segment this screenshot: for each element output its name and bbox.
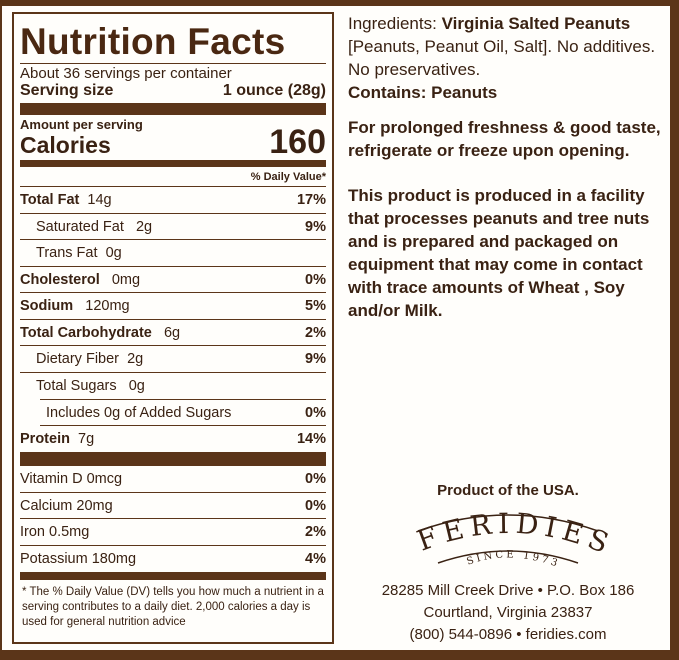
nutrient-row: Protein 7g 14% xyxy=(20,426,326,453)
ingredients-detail: [Peanuts, Peanut Oil, Salt]. No additive… xyxy=(348,37,656,79)
nutrient-pct: 2% xyxy=(305,324,326,341)
nutrient-amount: 0mg xyxy=(111,271,141,288)
amount-per-serving: Amount per serving xyxy=(20,117,143,132)
serving-size-label: Serving size xyxy=(20,82,114,99)
nutrient-name: Protein xyxy=(20,430,70,447)
nutrient-pct: 17% xyxy=(296,192,326,208)
contact-line: (800) 544-0896 • feridies.com xyxy=(409,626,607,643)
allergen-note: This product is produced in a facility t… xyxy=(348,186,650,320)
nutrient-name: Cholesterol xyxy=(20,271,100,288)
nutrient-row: Total Fat 14g 17% xyxy=(20,187,326,214)
nutrient-row: Saturated Fat 2g 9% xyxy=(20,214,326,240)
serving-size: Serving size 1 ounce (28g) xyxy=(20,82,326,99)
nutrient-pct: 0% xyxy=(305,271,326,288)
product-info: Ingredients: Virginia Salted Peanuts [Pe… xyxy=(348,12,668,334)
nutrient-pct: 9% xyxy=(305,218,326,235)
nutrient-row: Includes 0g of Added Sugars 0% xyxy=(40,399,326,426)
nutrient-name: Dietary Fiber xyxy=(36,351,119,367)
storage-note: For prolonged freshness & good taste, re… xyxy=(348,118,661,160)
nutrient-pct: 0% xyxy=(305,405,326,421)
ingredients-label: Ingredients: xyxy=(348,14,437,33)
nutrient-row: Sodium 120mg 5% xyxy=(20,293,326,320)
label-title: Nutrition Facts xyxy=(20,18,326,64)
nutrition-facts-label: Nutrition Facts About 36 servings per co… xyxy=(12,12,334,644)
calories-value: 160 xyxy=(269,123,326,161)
nutrient-name: Total Sugars xyxy=(36,377,117,394)
address-line-1: 28285 Mill Creek Drive • P.O. Box 186 xyxy=(381,582,635,599)
divider-thick xyxy=(20,452,326,466)
calories-label: Calories xyxy=(20,132,111,158)
nutrient-name: Sodium xyxy=(20,298,74,314)
nutrient-pct: 5% xyxy=(305,298,326,314)
nutrient-amount: 14g xyxy=(87,192,112,208)
vitamin-pct: 0% xyxy=(305,497,326,514)
ingredients-main: Virginia Salted Peanuts xyxy=(441,14,631,33)
nutrient-pct: 14% xyxy=(296,430,326,447)
divider-thick xyxy=(20,103,326,115)
vitamin-row: Iron 0.5mg 2% xyxy=(20,519,326,546)
origin: Product of the USA. xyxy=(437,482,579,499)
nutrient-pct: 9% xyxy=(305,351,326,367)
feridies-logo: FERIDIES SINCE 1973 xyxy=(413,507,613,570)
vitamin-name: Calcium 20mg xyxy=(20,497,113,514)
nutrient-name: Total Fat xyxy=(20,192,80,208)
nutrient-name: Total Carbohydrate xyxy=(20,324,152,341)
nutrient-row: Trans Fat 0g xyxy=(20,240,326,267)
nutrient-row: Total Sugars 0g xyxy=(20,373,326,400)
nutrient-amount: 0g xyxy=(128,377,145,394)
divider-medium xyxy=(20,572,326,580)
nutrient-name: Includes 0g of Added Sugars xyxy=(46,405,232,421)
brand-block: Product of the USA. FERIDIES SINCE 1973 … xyxy=(348,476,668,645)
vitamin-row: Potassium 180mg 4% xyxy=(20,546,326,573)
footnote: * The % Daily Value (DV) tells you how m… xyxy=(22,586,324,628)
vitamin-name: Vitamin D 0mcg xyxy=(20,471,123,487)
vitamin-pct: 0% xyxy=(305,471,326,487)
nutrient-amount: 120mg xyxy=(85,298,130,314)
nutrient-amount: 6g xyxy=(163,324,181,341)
nutrient-row: Total Carbohydrate 6g 2% xyxy=(20,320,326,346)
nutrient-row: Cholesterol 0mg 0% xyxy=(20,267,326,293)
daily-value-header: % Daily Value* xyxy=(20,167,326,187)
vitamin-name: Iron 0.5mg xyxy=(20,524,90,540)
vitamin-row: Calcium 20mg 0% xyxy=(20,493,326,519)
nutrient-amount: 7g xyxy=(78,430,95,447)
vitamin-pct: 4% xyxy=(305,550,326,567)
nutrient-row: Dietary Fiber 2g 9% xyxy=(20,346,326,373)
vitamin-name: Potassium 180mg xyxy=(20,550,137,567)
serving-size-value: 1 ounce (28g) xyxy=(222,82,326,99)
nutrient-amount: 2g xyxy=(135,218,153,235)
calories-row: Calories 160 xyxy=(20,125,326,159)
nutrient-name: Trans Fat xyxy=(36,245,98,261)
nutrient-name: Saturated Fat xyxy=(36,218,124,235)
nutrient-amount: 0g xyxy=(105,245,122,261)
vitamin-pct: 2% xyxy=(305,524,326,540)
divider-medium xyxy=(20,160,326,167)
vitamin-row: Vitamin D 0mcg 0% xyxy=(20,466,326,493)
servings-per-container: About 36 servings per container xyxy=(20,65,232,82)
nutrient-amount: 2g xyxy=(127,351,144,367)
allergen-contains: Contains: Peanuts xyxy=(348,83,498,102)
ingredients: Ingredients: Virginia Salted Peanuts [Pe… xyxy=(348,12,668,104)
address-line-2: Courtland, Virginia 23837 xyxy=(423,604,593,621)
product-panel: Nutrition Facts About 36 servings per co… xyxy=(2,6,670,650)
